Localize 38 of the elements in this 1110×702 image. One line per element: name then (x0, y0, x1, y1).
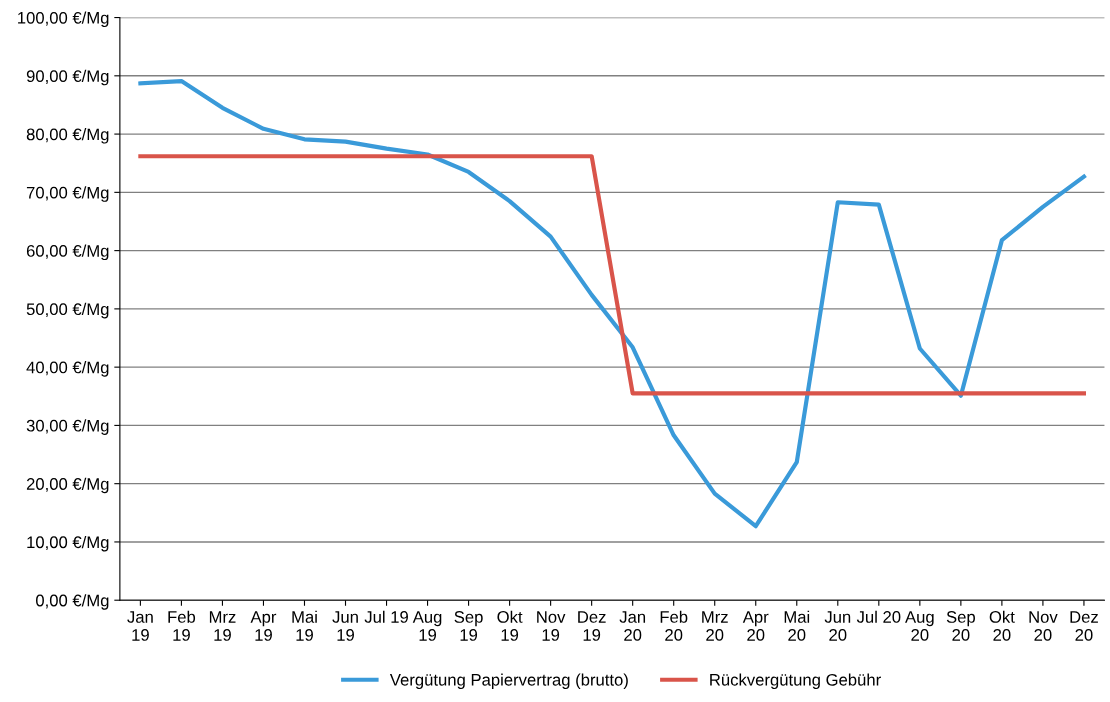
x-tick-label: Jun 20 (824, 611, 851, 641)
legend-label: Vergütung Papiervertrag (brutto) (389, 673, 628, 690)
x-tick-label: Mai 19 (292, 610, 317, 641)
x-tick-label: Sep 20 (946, 611, 975, 641)
y-tick-label: 70,00 €/Mg (26, 186, 109, 202)
x-tick-label: Mrz 20 (702, 611, 728, 641)
x-tick-label: Jan 19 (127, 611, 153, 641)
x-tick-label: Jun 19 (332, 611, 358, 641)
y-tick-label: 20,00 €/Mg (26, 477, 109, 494)
x-tick-label: Jan 20 (619, 611, 646, 641)
x-tick-label: Jul 20 (856, 610, 901, 623)
x-tick-label: Aug 19 (412, 611, 442, 641)
x-tick-label: Dez 20 (1070, 611, 1098, 641)
x-tick-label: Nov 20 (1029, 611, 1058, 641)
y-tick-label: 50,00 €/Mg (26, 302, 109, 319)
y-tick-label: 0,00 €/Mg (36, 594, 109, 610)
y-tick-label: 30,00 €/Mg (26, 419, 109, 435)
x-tick-label: Apr 19 (250, 611, 277, 641)
x-tick-label: Aug 20 (905, 611, 934, 641)
x-tick-label: Okt 19 (497, 610, 523, 641)
y-tick-label: 60,00 €/Mg (26, 244, 109, 261)
y-tick-label: 90,00 €/Mg (26, 69, 109, 86)
legend-label: Rückvergütung Gebühr (710, 673, 881, 690)
x-tick-label: Mai 20 (784, 610, 810, 641)
x-tick-label: Jul 19 (364, 610, 408, 623)
x-tick-label: Dez 19 (578, 611, 606, 641)
x-tick-label: Okt 20 (989, 610, 1015, 641)
x-tick-label: Feb 19 (168, 610, 196, 641)
x-tick-label: Mrz 19 (209, 611, 236, 641)
y-tick-label: 10,00 €/Mg (27, 535, 109, 552)
y-tick-label: 40,00 €/Mg (26, 361, 109, 377)
line-series (138, 78, 1087, 529)
x-tick-label: Nov 19 (537, 611, 566, 641)
y-tick-label: 80,00 €/Mg (26, 128, 109, 144)
x-tick-label: Apr 20 (742, 611, 769, 641)
x-tick-label: Feb 20 (660, 610, 688, 641)
y-tick-label: 100,00 €/Mg (18, 11, 109, 28)
x-tick-label: Sep 19 (454, 611, 483, 641)
